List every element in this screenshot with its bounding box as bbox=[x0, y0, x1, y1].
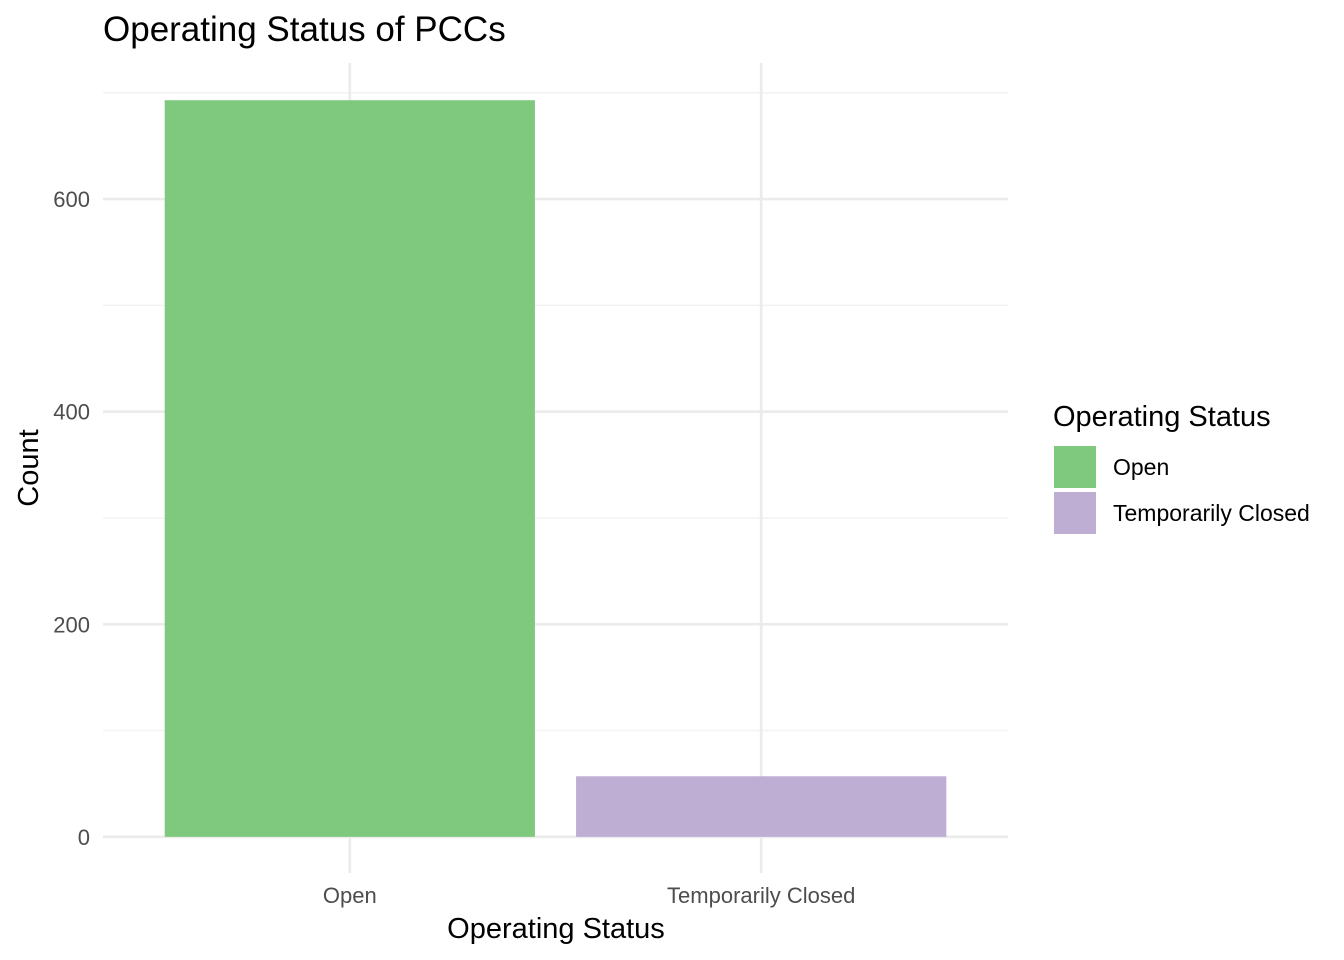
y-tick-label: 600 bbox=[53, 187, 90, 212]
y-tick-label: 400 bbox=[53, 400, 90, 425]
y-axis-ticks: 0 200 400 600 bbox=[53, 187, 90, 850]
bar bbox=[576, 776, 947, 837]
legend-swatch bbox=[1054, 446, 1096, 488]
legend-swatch bbox=[1054, 492, 1096, 534]
legend-title: Operating Status bbox=[1053, 401, 1271, 433]
bars bbox=[164, 100, 947, 837]
x-tick-label: Open bbox=[323, 883, 377, 908]
chart-title: Operating Status of PCCs bbox=[103, 10, 506, 49]
legend-label: Open bbox=[1113, 454, 1169, 480]
y-tick-label: 0 bbox=[78, 825, 90, 850]
y-tick-label: 200 bbox=[53, 612, 90, 637]
legend: Operating Status Open Temporarily Closed bbox=[1053, 401, 1310, 534]
y-axis-title: Count bbox=[13, 429, 45, 506]
legend-label: Temporarily Closed bbox=[1113, 500, 1310, 526]
x-tick-label: Temporarily Closed bbox=[667, 883, 855, 908]
bar bbox=[164, 100, 535, 837]
x-axis-title: Operating Status bbox=[447, 913, 665, 945]
x-axis-ticks: Open Temporarily Closed bbox=[323, 883, 855, 908]
